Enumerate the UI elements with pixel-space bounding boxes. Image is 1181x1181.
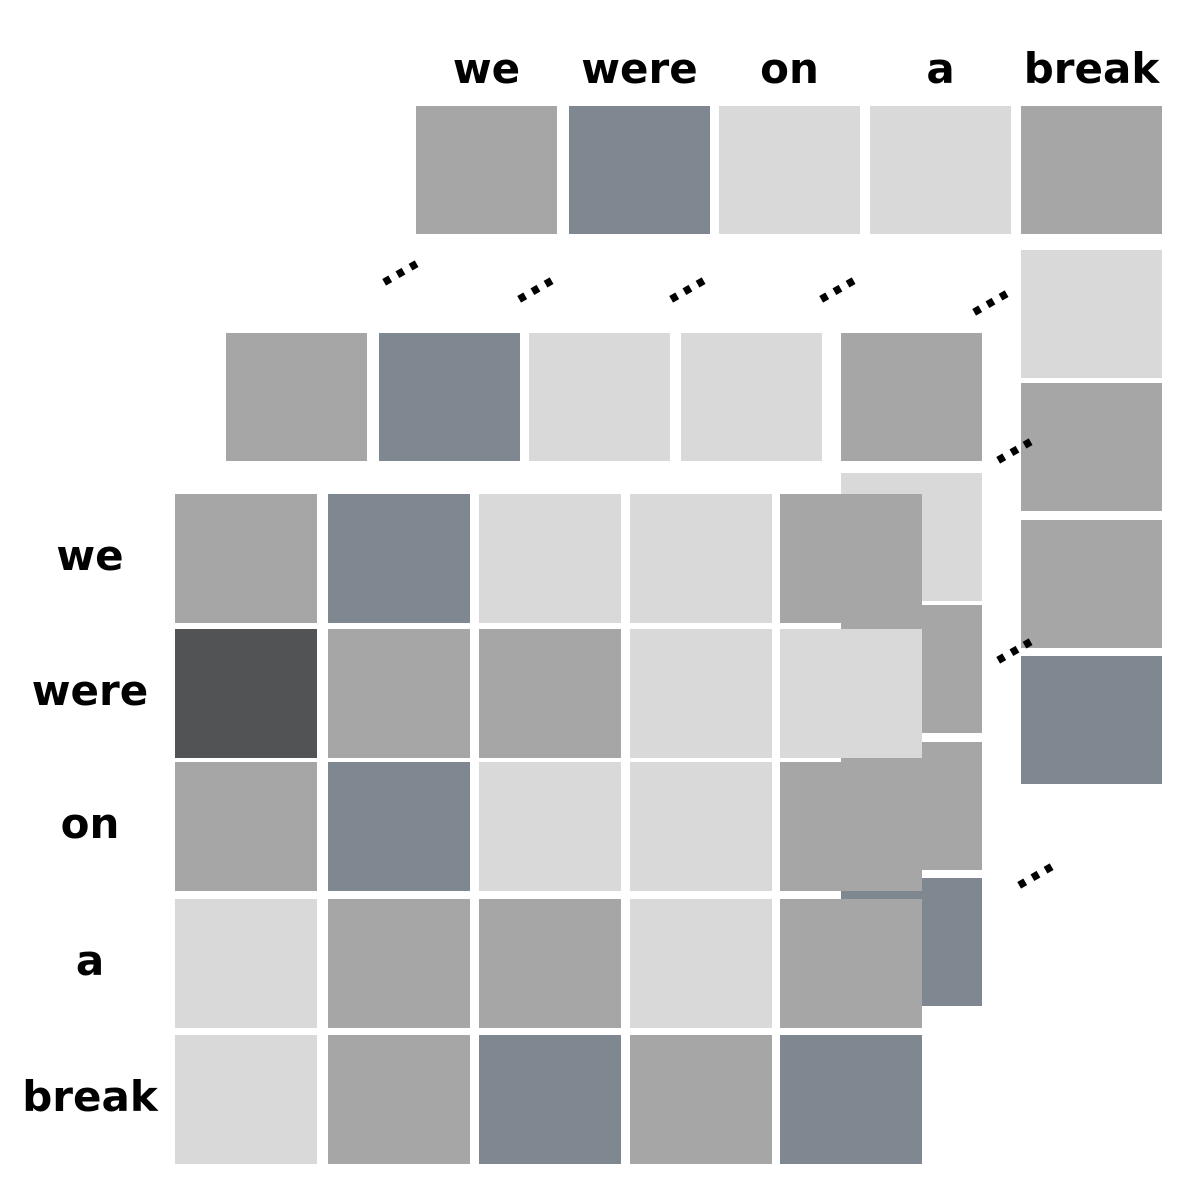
row-token-label: were — [31, 665, 149, 715]
row-token-label: we — [56, 530, 124, 580]
middle-layer-top-cell — [379, 333, 520, 461]
middle-layer-top-cell — [226, 333, 367, 461]
front-matrix-cell — [175, 1035, 317, 1164]
front-matrix-cell — [328, 629, 470, 758]
front-matrix-cell — [175, 494, 317, 623]
ellipsis-mark: ... — [364, 233, 428, 297]
back-layer-top-cell — [870, 106, 1011, 234]
front-matrix-cell — [630, 1035, 772, 1164]
front-matrix-cell — [780, 1035, 922, 1164]
front-matrix-cell — [780, 899, 922, 1028]
front-matrix-cell — [780, 762, 922, 891]
column-token-label: we — [452, 44, 521, 93]
front-matrix-cell — [780, 494, 922, 623]
middle-layer-top-cell — [529, 333, 670, 461]
front-matrix-cell — [328, 1035, 470, 1164]
back-layer-top-cell — [719, 106, 860, 234]
front-matrix-cell — [780, 629, 922, 758]
front-matrix-cell — [479, 1035, 621, 1164]
ellipsis-mark: ... — [999, 836, 1063, 900]
column-token-label: a — [926, 44, 955, 93]
column-token-label: on — [760, 44, 819, 93]
row-token-label: on — [60, 798, 120, 848]
front-matrix-cell — [630, 762, 772, 891]
back-layer-column-cell — [1021, 383, 1162, 511]
front-matrix-cell — [479, 494, 621, 623]
front-matrix-cell — [175, 762, 317, 891]
ellipsis-mark: ... — [954, 263, 1018, 327]
front-matrix-cell — [328, 899, 470, 1028]
front-matrix-cell — [175, 629, 317, 758]
back-layer-top-cell — [569, 106, 710, 234]
column-token-label: break — [1023, 44, 1160, 93]
back-layer-column-cell — [1021, 250, 1162, 378]
ellipsis-mark: ... — [499, 250, 563, 314]
front-matrix-cell — [630, 899, 772, 1028]
column-token-label: were — [581, 44, 698, 93]
front-matrix-cell — [328, 762, 470, 891]
back-layer-column-cell — [1021, 656, 1162, 784]
back-layer-top-cell — [416, 106, 557, 234]
front-matrix-cell — [479, 762, 621, 891]
front-matrix-cell — [175, 899, 317, 1028]
front-matrix-cell — [630, 629, 772, 758]
back-layer-column-cell — [1021, 520, 1162, 648]
front-matrix-cell — [630, 494, 772, 623]
ellipsis-mark: ... — [651, 250, 715, 314]
row-token-label: break — [22, 1071, 158, 1121]
front-matrix-cell — [479, 899, 621, 1028]
back-layer-top-cell — [1021, 106, 1162, 234]
middle-layer-top-cell — [681, 333, 822, 461]
front-matrix-cell — [328, 494, 470, 623]
front-matrix-cell — [479, 629, 621, 758]
ellipsis-mark: ... — [801, 250, 865, 314]
middle-layer-top-cell — [841, 333, 982, 461]
row-token-label: a — [75, 935, 105, 985]
